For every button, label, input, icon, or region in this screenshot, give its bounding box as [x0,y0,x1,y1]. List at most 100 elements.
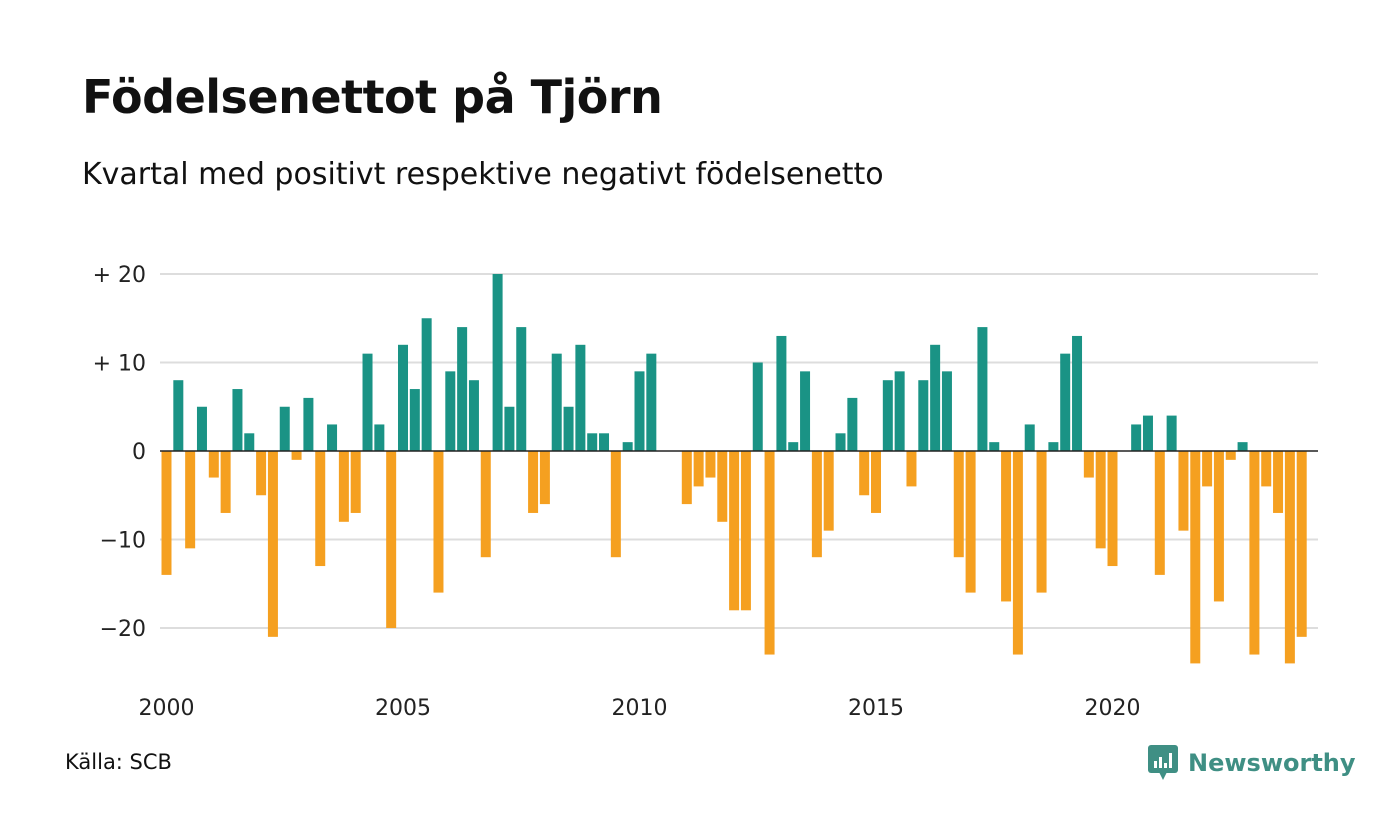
bar-positive [894,371,905,451]
x-tick-label: 2020 [1085,696,1141,721]
bar-positive [587,433,598,451]
bar-negative [610,451,621,558]
y-tick-label: 0 [132,440,146,465]
bar-positive [1237,442,1248,451]
bar-positive [516,327,527,451]
bar-negative [823,451,834,531]
bar-negative [1261,451,1272,487]
bar-negative [740,451,751,611]
bar-positive [409,389,420,451]
bar-positive [752,362,763,451]
bar-positive [374,424,385,451]
bar-negative [811,451,822,558]
bar-positive [504,406,515,451]
bar-negative [1190,451,1201,664]
bar-negative [480,451,491,558]
bar-negative [267,451,278,637]
bar-negative [871,451,881,513]
bar-negative [1273,451,1284,513]
bar-positive [1131,424,1142,451]
bar-negative [1296,451,1307,637]
bar-negative [208,451,219,478]
bar-positive [800,371,811,451]
bar-negative [539,451,550,505]
bar-positive [468,380,479,451]
bar-negative [433,451,444,593]
bar-negative [185,451,196,549]
logo-text: Newsworthy [1188,749,1356,777]
bar-negative [1225,451,1236,460]
bar-positive [1048,442,1059,451]
bar-positive [788,442,799,451]
bar-positive [457,327,468,451]
bar-positive [1060,353,1071,451]
bar-positive [232,389,243,451]
bar-positive [279,406,290,451]
bar-negative [717,451,728,522]
bar-negative [386,451,397,628]
y-tick-label: −20 [100,617,146,642]
x-tick-label: 2015 [848,696,904,721]
bar-positive [847,397,858,451]
bar-negative [859,451,870,496]
bar-negative [1202,451,1213,487]
bar-positive [646,353,657,451]
bar-negative [965,451,976,593]
chart-title: Födelsenettot på Tjörn [82,70,663,124]
bar-positive [327,424,338,451]
x-tick-label: 2000 [139,696,195,721]
bar-negative [953,451,964,558]
bar-negative [1249,451,1260,655]
bar-negative [705,451,716,478]
bar-negative [315,451,326,567]
bar-positive [563,406,574,451]
bar-positive [930,344,941,451]
bar-positive [989,442,1000,451]
bar-negative [220,451,231,513]
bar-positive [398,344,408,451]
bar-negative [906,451,917,487]
y-tick-label: −10 [100,529,146,554]
source-note: Källa: SCB [65,750,172,774]
bar-negative [1154,451,1165,575]
bar-positive [303,397,314,451]
bar-positive [918,380,929,451]
bar-negative [256,451,267,496]
bar-negative [1178,451,1189,531]
bar-positive [575,344,586,451]
chart-subtitle: Kvartal med positivt respektive negativt… [82,157,884,192]
bar-negative [1036,451,1047,593]
bar-positive [244,433,255,451]
bar-negative [338,451,349,522]
bar-negative [1083,451,1094,478]
bar-positive [622,442,633,451]
bar-positive [882,380,893,451]
bar-negative [1095,451,1106,549]
bar-negative [729,451,740,611]
bar-positive [776,335,787,451]
bar-positive [1072,335,1083,451]
bar-positive [421,318,432,451]
bar-negative [350,451,361,513]
bar-negative [764,451,775,655]
bar-positive [196,406,207,451]
x-tick-label: 2005 [375,696,431,721]
x-axis-ticks: 2000 2005 2010 2015 2020 [139,696,1141,721]
bar-positive [1024,424,1035,451]
bar-positive [445,371,456,451]
bar-negative [1012,451,1023,655]
bar-positive [1166,415,1177,451]
bar-negative [528,451,539,513]
bar-positive [634,371,645,451]
bar-negative [161,451,172,575]
x-tick-label: 2010 [612,696,668,721]
bar-positive [362,353,373,451]
bar-positive [1142,415,1153,451]
bar-negative [1107,451,1118,567]
bar-positive [492,274,503,451]
y-axis-ticks: + 20 + 10 0 −10 −20 [93,263,146,642]
y-tick-label: + 20 [93,263,146,288]
bar-positive [941,371,952,451]
bar-negative [693,451,704,487]
